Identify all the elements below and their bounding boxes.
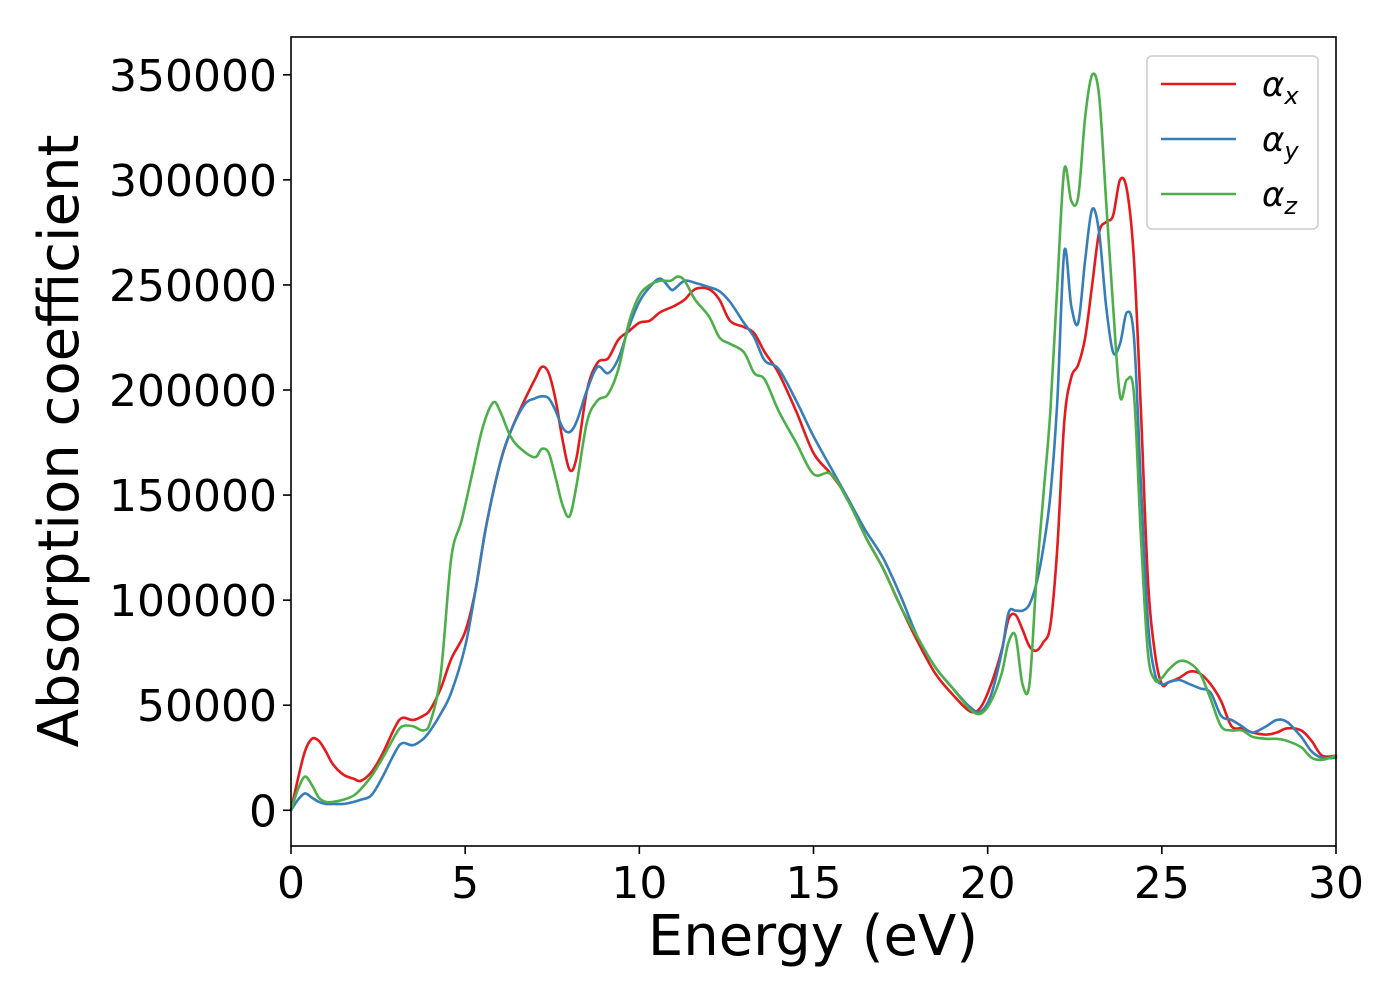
y-tick-label: 350000 [109, 51, 277, 102]
x-axis-title: Energy (eV) [648, 904, 978, 969]
y-axis-title: Absorption coefficient [27, 135, 92, 748]
series-line-alpha-z [289, 72, 1338, 812]
y-tick-label: 50000 [137, 681, 277, 732]
legend-label-y: αy [1262, 120, 1299, 165]
y-tick-label: 300000 [109, 156, 277, 207]
series-layer [289, 72, 1338, 812]
y-tick-label: 250000 [109, 261, 277, 312]
x-tick-label: 5 [451, 858, 479, 909]
y-tick-label: 0 [249, 786, 277, 837]
x-tick-label: 0 [277, 858, 305, 909]
x-tick-label: 15 [786, 858, 842, 909]
x-tick-label: 20 [960, 858, 1016, 909]
legend-label-x: αx [1262, 65, 1299, 110]
x-axis: 0 5 10 15 20 25 30 [277, 846, 1364, 909]
series-line-alpha-y [289, 207, 1338, 812]
legend-label-z: αz [1262, 175, 1298, 220]
y-tick-label: 100000 [109, 576, 277, 627]
legend: αx αy αz [1146, 55, 1319, 230]
y-tick-label: 150000 [109, 471, 277, 522]
series-line-alpha-x [289, 176, 1338, 812]
x-tick-label: 10 [611, 858, 667, 909]
legend-box [1146, 55, 1319, 230]
y-axis: 0 50000 100000 150000 200000 250000 300000 3500… [109, 51, 291, 837]
x-tick-label: 30 [1308, 858, 1364, 909]
y-tick-label: 200000 [109, 366, 277, 417]
x-tick-label: 25 [1134, 858, 1190, 909]
